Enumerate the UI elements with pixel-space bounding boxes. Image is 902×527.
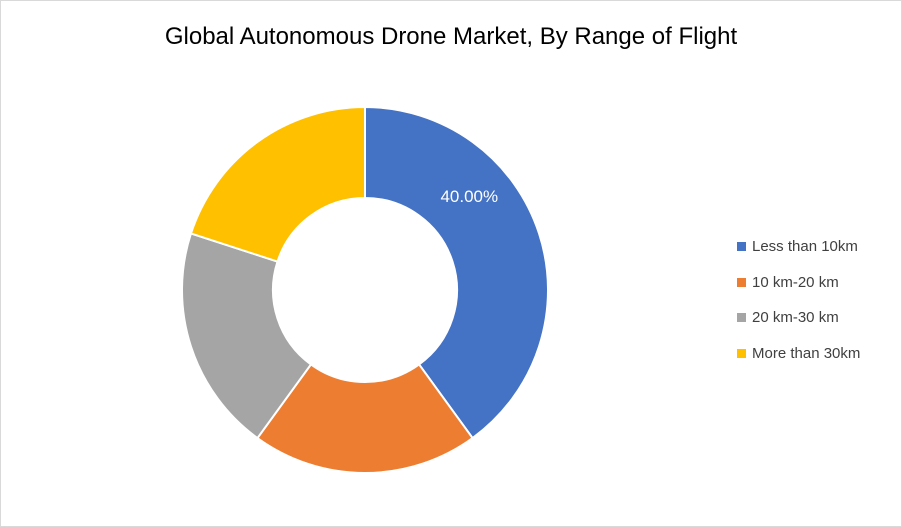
slice-20-km-30-km: [181, 232, 313, 440]
legend-swatch: [737, 277, 746, 287]
legend-label: More than 30km: [752, 344, 861, 362]
legend: Less than 10km 10 km-20 km 20 km-30 km More…: [737, 229, 860, 371]
slice-more-than-30km: [189, 105, 366, 263]
legend-item: 10 km-20 km: [737, 265, 860, 301]
legend-item: 20 km-30 km: [737, 300, 860, 336]
legend-label: 10 km-20 km: [752, 273, 839, 291]
legend-swatch: [737, 242, 746, 252]
legend-item: More than 30km: [737, 336, 860, 372]
legend-swatch: [737, 348, 746, 358]
legend-label: 20 km-30 km: [752, 309, 839, 327]
data-label: 40.00%: [440, 187, 498, 206]
slice-10-km-20-km: [256, 363, 474, 474]
legend-swatch: [737, 313, 746, 323]
legend-label: Less than 10km: [752, 238, 858, 256]
chart-title: Global Autonomous Drone Market, By Range…: [164, 23, 738, 50]
legend-item: Less than 10km: [737, 229, 860, 265]
slice-less-than-10km: [364, 105, 549, 440]
